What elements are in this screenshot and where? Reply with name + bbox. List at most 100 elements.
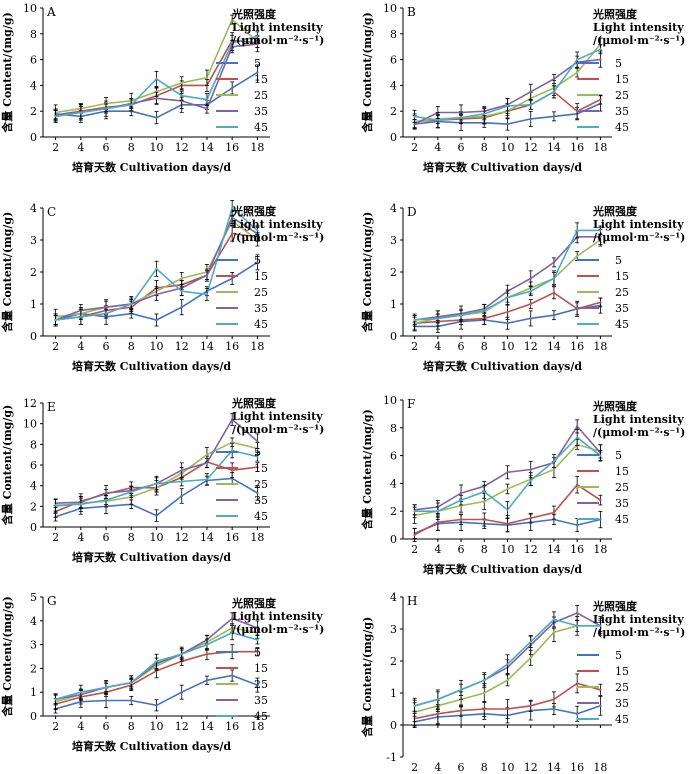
- data-point: [79, 111, 83, 114]
- data-point: [459, 491, 463, 495]
- x-tick-label: 2: [52, 720, 59, 733]
- x-tick-label: 6: [458, 141, 465, 154]
- data-point: [575, 71, 579, 74]
- x-tick-label: 18: [593, 761, 607, 774]
- x-tick-label: 4: [434, 141, 441, 154]
- legend-item-label: 35: [254, 105, 268, 118]
- x-tick-label: 6: [103, 720, 110, 733]
- legend-title-line: /(μmol·m⁻²·s⁻¹): [232, 34, 324, 47]
- y-tick-label: 3: [30, 234, 37, 247]
- legend-item-label: 5: [254, 57, 261, 70]
- legend-title-line: Light intensity: [593, 218, 684, 231]
- data-point: [155, 704, 158, 707]
- data-point: [599, 688, 602, 691]
- x-tick-label: 12: [175, 531, 189, 544]
- legend-item-label: 35: [254, 302, 268, 315]
- y-tick-label: 10: [383, 2, 397, 15]
- data-point: [155, 660, 158, 663]
- data-point: [529, 468, 532, 471]
- x-tick-label: 14: [547, 141, 561, 154]
- data-point: [459, 709, 463, 712]
- data-point: [104, 498, 108, 502]
- legend-title-line: Light intensity: [232, 218, 323, 231]
- y-tick-label: 2: [30, 500, 37, 513]
- data-point: [230, 41, 234, 45]
- y-axis-label: 含量 Content/(mg/g): [0, 596, 14, 718]
- x-tick-label: 18: [593, 141, 607, 154]
- data-point: [483, 691, 486, 695]
- legend-title-line: /(μmol·m⁻²·s⁻¹): [593, 426, 685, 439]
- y-tick-label: 3: [390, 623, 397, 636]
- legend-title-line: Light intensity: [593, 21, 684, 34]
- data-point: [459, 518, 463, 521]
- data-point: [599, 704, 602, 707]
- legend-title-line: /(μmol·m⁻²·s⁻¹): [232, 231, 324, 244]
- data-point: [180, 277, 183, 280]
- y-tick-label: 4: [390, 202, 397, 215]
- data-point: [256, 71, 259, 74]
- y-tick-label: 1: [30, 686, 37, 699]
- data-point: [230, 18, 234, 21]
- data-point: [575, 436, 579, 439]
- x-tick-label: 2: [411, 543, 418, 556]
- x-axis-label: 培育天数 Cultivation days/d: [423, 359, 582, 373]
- data-point: [575, 425, 579, 428]
- legend-item-label: 25: [254, 89, 268, 102]
- x-tick-label: 2: [52, 141, 59, 154]
- legend-item-label: 25: [254, 478, 268, 491]
- data-point: [155, 116, 158, 119]
- legend-item-label: 15: [254, 270, 268, 283]
- data-point: [130, 103, 133, 106]
- data-point: [599, 498, 602, 502]
- x-tick-label: 16: [570, 543, 584, 556]
- data-point: [155, 77, 158, 81]
- data-point: [230, 631, 234, 634]
- y-tick-label: 1: [390, 298, 397, 311]
- data-point: [529, 302, 532, 306]
- data-point: [104, 699, 108, 702]
- data-point: [180, 290, 183, 293]
- y-tick-label: 3: [390, 234, 397, 247]
- x-tick-label: 16: [570, 761, 584, 774]
- data-point: [180, 81, 183, 85]
- data-point: [552, 698, 556, 701]
- x-tick-label: 4: [434, 340, 441, 353]
- data-point: [104, 107, 108, 110]
- data-point: [413, 115, 416, 118]
- data-point: [599, 58, 602, 61]
- data-point: [155, 482, 158, 485]
- x-tick-label: 6: [458, 340, 465, 353]
- data-point: [506, 487, 509, 491]
- data-point: [552, 511, 556, 514]
- data-point: [413, 318, 416, 322]
- x-tick-label: 6: [103, 340, 110, 353]
- data-point: [256, 465, 259, 469]
- legend-item-label: 25: [254, 286, 268, 299]
- chart-panel-F: 0 2 4 6 8 10 2 4 6 8 10 12 14 16 18 F 含量 Content/(mg/g) 培…: [360, 394, 685, 576]
- x-tick-label: 6: [458, 761, 465, 774]
- data-point: [483, 309, 486, 312]
- data-point: [54, 318, 57, 322]
- data-point: [230, 206, 234, 210]
- legend-item-label: 45: [615, 513, 629, 526]
- data-point: [180, 306, 183, 309]
- data-point: [256, 455, 259, 458]
- x-tick-label: 8: [128, 720, 135, 733]
- x-tick-label: 2: [411, 761, 418, 774]
- data-point: [529, 290, 532, 293]
- data-point: [256, 650, 259, 653]
- legend-title-line: 光照强度: [231, 396, 277, 410]
- x-tick-label: 16: [225, 141, 239, 154]
- panel-label: F: [407, 397, 415, 411]
- data-point: [230, 232, 234, 235]
- x-tick-label: 12: [175, 340, 189, 353]
- y-tick-label: 0: [30, 710, 37, 723]
- data-point: [575, 712, 579, 715]
- data-point: [104, 312, 108, 315]
- data-point: [529, 117, 532, 121]
- y-tick-label: 2: [30, 266, 37, 279]
- y-tick-label: 2: [30, 662, 37, 675]
- y-axis-label: 含量 Content/(mg/g): [0, 12, 14, 134]
- data-point: [130, 490, 133, 494]
- data-point: [506, 522, 509, 525]
